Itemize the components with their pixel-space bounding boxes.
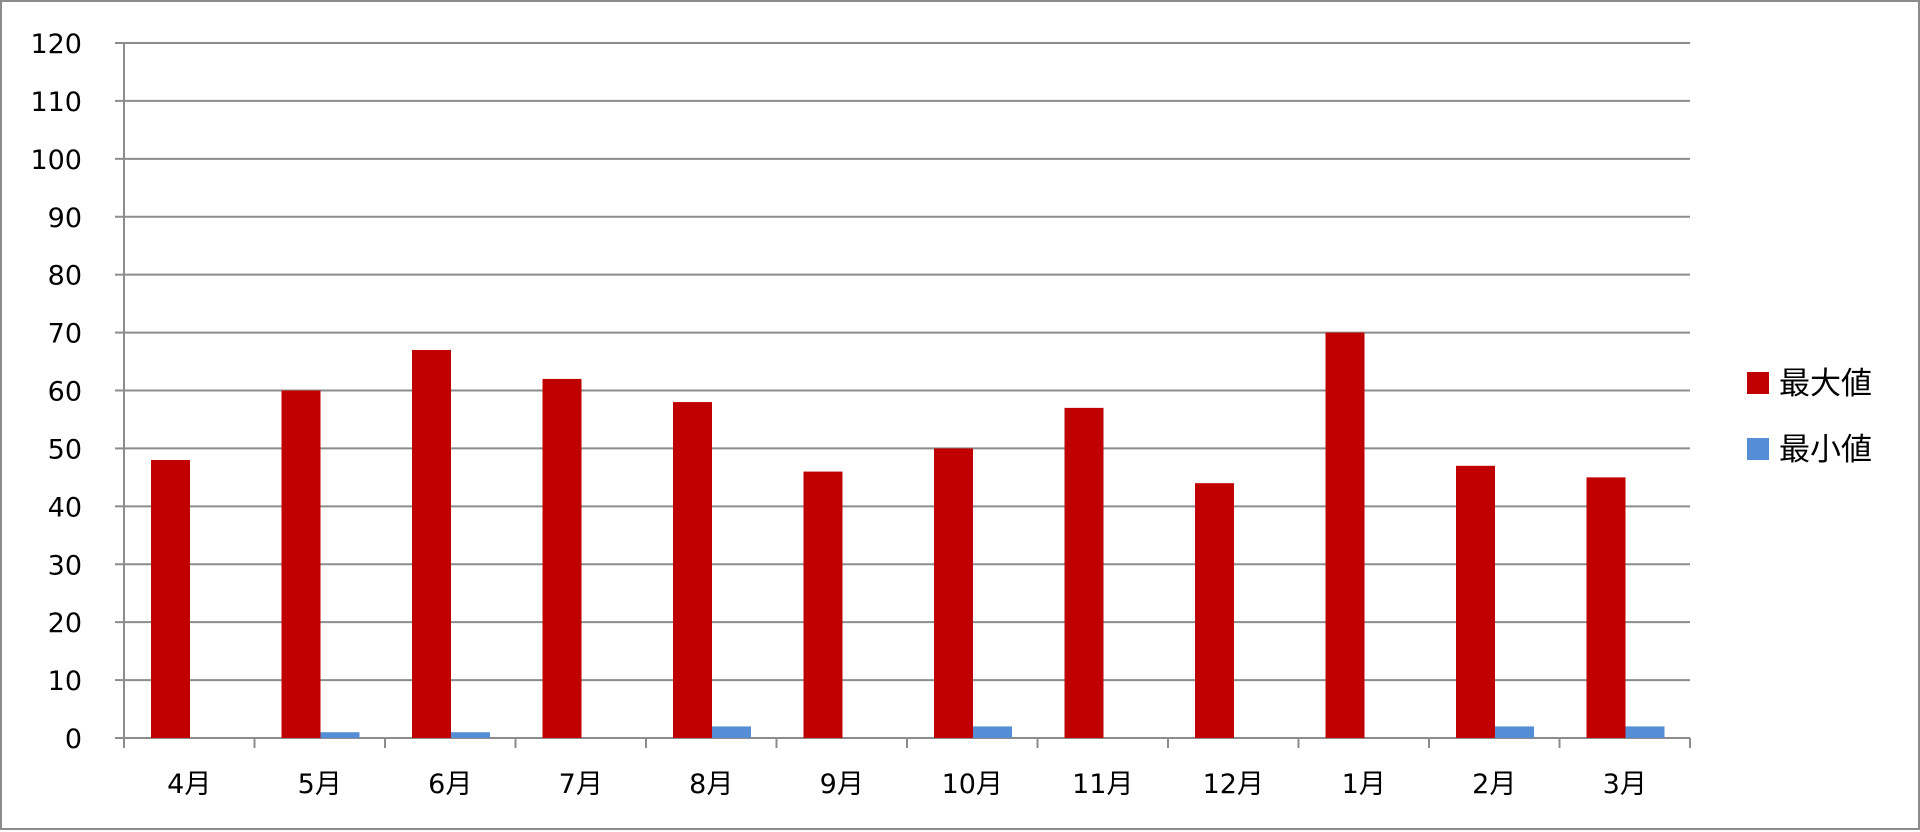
bar-max-3 — [542, 378, 582, 738]
y-tick-label: 10 — [48, 666, 82, 697]
axes — [115, 42, 1691, 748]
bar-max-9 — [1325, 332, 1365, 738]
bar-max-1 — [281, 390, 321, 738]
y-tick-label: 0 — [65, 724, 82, 755]
bar-max-4 — [673, 402, 712, 738]
bar-max-7 — [1064, 407, 1104, 738]
y-tick-label: 100 — [30, 145, 82, 176]
x-tick-label: 10月 — [942, 769, 1003, 800]
y-tick-label: 20 — [48, 608, 82, 639]
legend-swatch-0 — [1747, 372, 1769, 394]
x-tick-label: 9月 — [820, 769, 864, 800]
tick-labels: 0 10 20 30 40 50 60 70 80 90 100 110 120 4月 5月 6月 7月 8月 9月… — [30, 29, 1646, 800]
x-tick-label: 5月 — [298, 769, 342, 800]
bar-max-5 — [803, 471, 843, 738]
x-tick-label: 6月 — [428, 769, 472, 800]
y-tick-label: 70 — [48, 319, 82, 350]
y-tick-label: 30 — [48, 550, 82, 581]
legend-swatch-1 — [1747, 438, 1769, 460]
bar-max-2 — [412, 349, 451, 738]
bar-min-6 — [973, 726, 1012, 738]
bar-min-10 — [1495, 726, 1534, 738]
x-tick-label: 8月 — [689, 769, 733, 800]
x-tick-label: 12月 — [1203, 769, 1264, 800]
bar-max-10 — [1456, 465, 1495, 738]
y-tick-label: 110 — [30, 87, 82, 118]
y-tick-label: 80 — [48, 261, 82, 292]
bars — [151, 332, 1665, 738]
x-tick-label: 1月 — [1342, 769, 1386, 800]
bar-min-11 — [1625, 726, 1665, 738]
gridlines — [124, 42, 1690, 682]
y-tick-label: 90 — [48, 203, 82, 234]
x-tick-label: 2月 — [1472, 769, 1516, 800]
bar-max-8 — [1195, 483, 1234, 738]
x-tick-label: 4月 — [167, 769, 211, 800]
legend-label-0: 最大値 — [1779, 366, 1872, 402]
x-tick-label: 11月 — [1072, 769, 1133, 800]
x-tick-label: 7月 — [559, 769, 603, 800]
bar-max-0 — [151, 460, 190, 738]
bar-max-6 — [934, 448, 973, 738]
bar-min-1 — [320, 732, 360, 738]
y-tick-label: 40 — [48, 492, 82, 523]
y-tick-label: 60 — [48, 377, 82, 408]
y-tick-label: 50 — [48, 434, 82, 465]
y-tick-label: 120 — [30, 29, 82, 60]
bar-max-11 — [1586, 477, 1626, 738]
bar-min-4 — [712, 726, 751, 738]
x-tick-label: 3月 — [1603, 769, 1647, 800]
bar-min-2 — [451, 732, 490, 738]
legend-label-1: 最小値 — [1779, 432, 1872, 468]
